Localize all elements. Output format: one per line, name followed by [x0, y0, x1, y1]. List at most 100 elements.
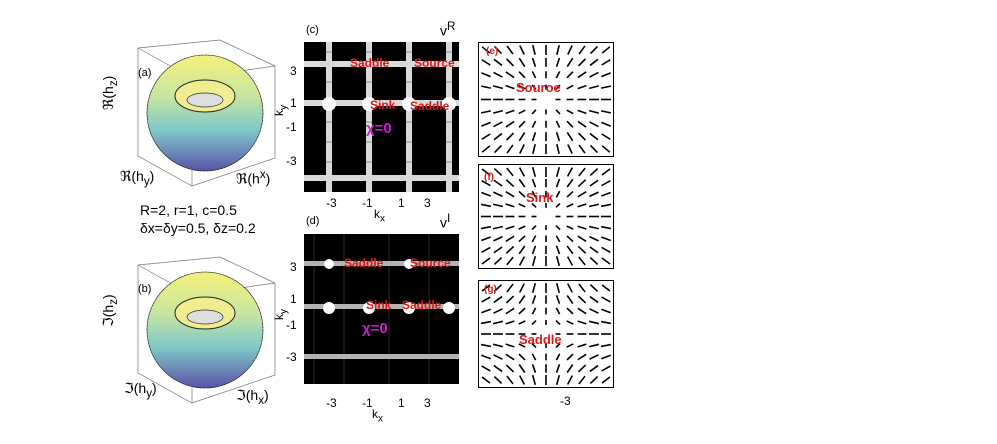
vector-arrow — [518, 71, 526, 79]
vector-arrow — [555, 353, 561, 361]
vector-arrow — [481, 145, 491, 153]
vector-arrow — [577, 353, 587, 361]
vector-arrow — [531, 255, 537, 267]
vector-field-g — [478, 280, 614, 388]
vector-arrow — [578, 375, 586, 385]
vector-arrow — [577, 307, 587, 315]
vector-arrow — [518, 225, 526, 230]
vector-arrow — [589, 71, 599, 78]
vector-arrow — [589, 121, 599, 128]
panel-a-y-label: ℜ(hy) — [120, 168, 155, 188]
vector-arrow — [555, 109, 561, 115]
vector-arrow — [505, 364, 515, 373]
vector-arrow — [588, 343, 600, 348]
vector-arrow — [566, 320, 574, 325]
vector-arrow — [601, 59, 611, 66]
vector-arrow — [567, 45, 573, 55]
vector-arrow — [480, 85, 492, 89]
vector-arrow — [493, 144, 503, 154]
vector-arrow — [577, 245, 587, 254]
vector-arrow — [492, 320, 504, 325]
vector-arrow — [555, 235, 561, 243]
vector-arrow — [601, 308, 611, 314]
vector-arrow — [566, 343, 574, 348]
vector-arrow — [481, 133, 491, 140]
vector-arrow — [481, 191, 491, 197]
vector-arrow — [531, 282, 537, 294]
vector-arrow — [481, 257, 491, 265]
vector-arrow — [589, 295, 599, 304]
panel-d-letter: (d) — [306, 215, 320, 227]
vector-arrow — [481, 168, 491, 176]
torus-plot-b — [137, 256, 276, 404]
vector-field-f — [478, 164, 614, 269]
vector-arrow — [577, 343, 587, 348]
vector-arrow — [601, 354, 611, 360]
vector-arrow — [588, 109, 600, 114]
vector-arrow — [505, 120, 515, 128]
vector-arrow — [505, 225, 515, 230]
vector-arrow — [493, 179, 503, 187]
vector-arrow — [600, 343, 612, 348]
vector-arrow — [505, 245, 515, 254]
panel-c-xtick-4: 3 — [424, 196, 431, 210]
panel-c-ytick-2: 1 — [290, 96, 297, 110]
vector-arrow — [555, 364, 561, 373]
panel-d-xtick-2: -1 — [362, 396, 373, 410]
vector-arrow — [505, 84, 515, 90]
vector-arrow — [601, 236, 611, 242]
vector-arrow — [589, 364, 599, 373]
vector-arrow — [518, 84, 526, 90]
params-line1: R=2, r=1, c=0.5 — [140, 202, 237, 218]
vector-arrow — [492, 343, 504, 348]
panel-c-xtick-3: 1 — [398, 196, 405, 210]
panel-d-title: vI — [440, 212, 451, 231]
vector-arrow — [577, 132, 587, 141]
panel-g-letter: (g) — [484, 284, 497, 295]
panel-d-xtick-1: -3 — [326, 396, 337, 410]
panel-a-z-label: ℜ(hz) — [100, 75, 120, 110]
vector-arrow — [492, 225, 504, 230]
vector-arrow — [518, 320, 526, 325]
vector-arrow — [601, 365, 611, 372]
panel-c-sink-label: Sink — [370, 98, 396, 112]
vector-arrow — [577, 364, 587, 373]
vector-arrow — [555, 255, 561, 267]
panel-c-ytick-1: 3 — [290, 64, 297, 78]
panel-c-ytick-4: -3 — [286, 154, 297, 168]
vector-arrow — [601, 133, 611, 140]
panel-d-sink-label: Sink — [366, 298, 392, 312]
vector-arrow — [577, 235, 587, 242]
panel-b-z-label: ℑ(hz) — [100, 294, 120, 327]
vector-arrow — [531, 364, 537, 373]
vector-arrow — [555, 307, 561, 315]
vector-arrow — [577, 191, 587, 198]
panel-c-ylabel: ky — [272, 105, 290, 116]
panel-d-source-label: Source — [410, 256, 451, 270]
panel-c-source-label: Source — [414, 56, 455, 70]
vector-arrow — [555, 282, 561, 294]
vector-arrow — [601, 246, 611, 254]
vector-arrow — [531, 342, 537, 349]
vector-arrow — [566, 375, 574, 385]
vector-arrow — [589, 179, 599, 187]
vector-arrow — [588, 320, 600, 325]
panel-g-label: Saddle — [519, 332, 562, 347]
vector-arrow — [493, 235, 503, 242]
panel-a-x-label: ℜ(hx) — [236, 168, 271, 187]
vector-arrow — [531, 71, 537, 79]
vector-arrow — [601, 284, 611, 292]
vector-arrow — [589, 58, 599, 67]
vector-arrow — [566, 109, 574, 115]
vector-arrow — [600, 203, 612, 208]
vector-arrow — [493, 295, 503, 304]
vector-arrow — [566, 245, 574, 255]
vector-arrow — [578, 45, 586, 55]
vector-arrow — [566, 307, 574, 315]
vector-arrow — [505, 109, 515, 115]
vector-arrow — [567, 144, 573, 154]
vector-arrow — [481, 365, 491, 372]
vector-arrow — [555, 166, 561, 178]
vector-arrow — [481, 354, 491, 360]
vector-arrow — [531, 295, 537, 304]
